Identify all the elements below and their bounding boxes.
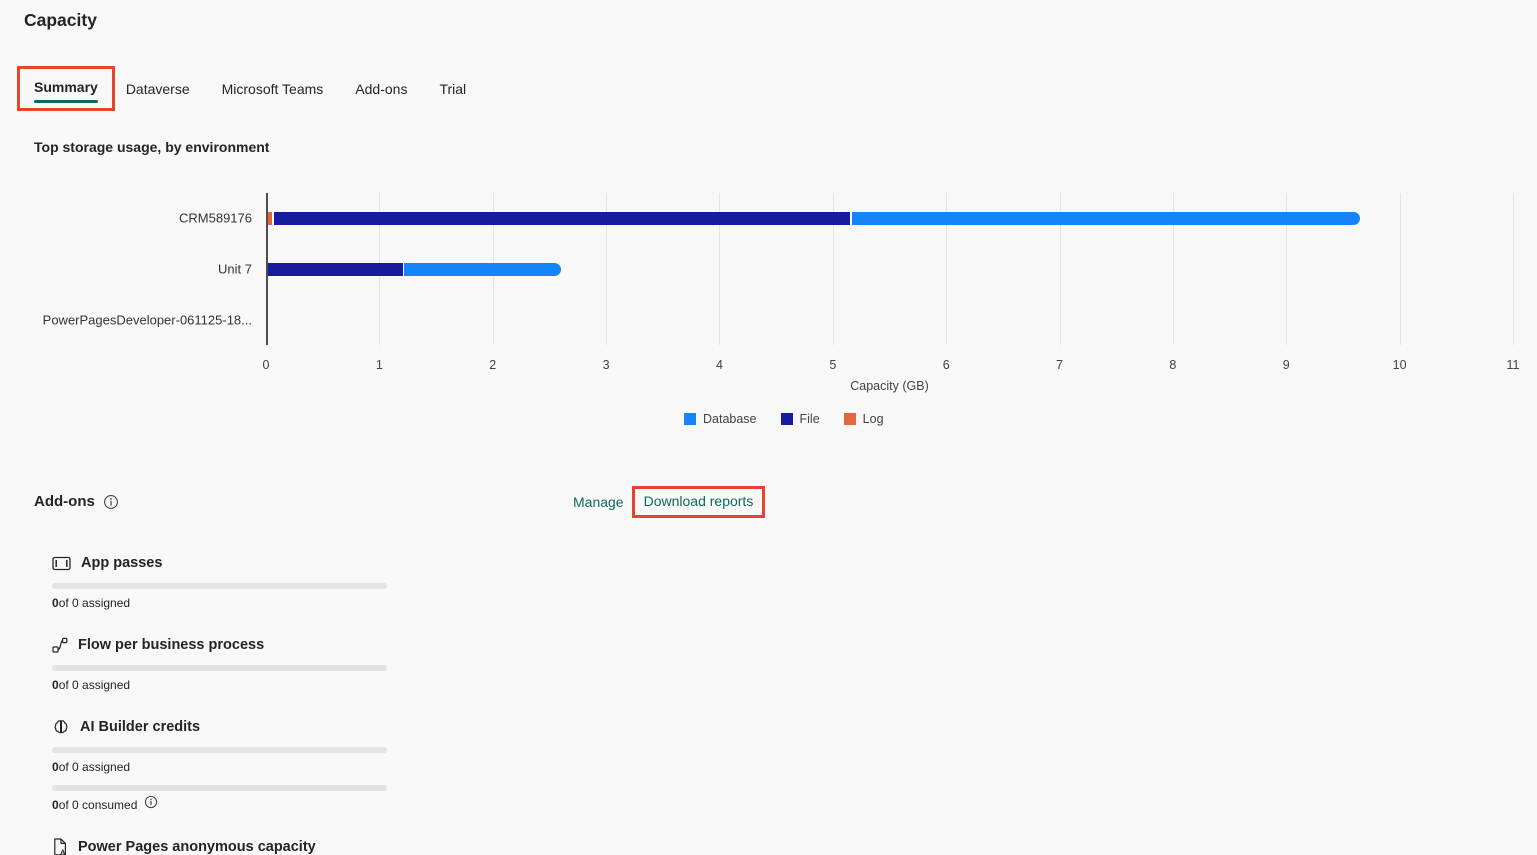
bar-segment-log[interactable] xyxy=(268,211,273,225)
power-pages-icon: A xyxy=(52,837,68,855)
x-axis-tick-label: 9 xyxy=(1282,358,1290,372)
bar-unit-7 xyxy=(268,262,562,276)
x-axis-tick-label: 7 xyxy=(1056,358,1063,372)
meter-value: 0 xyxy=(52,678,59,692)
addons-heading-label: Add-ons xyxy=(34,493,95,510)
meter-caption: 0 of 0 assigned xyxy=(52,596,392,610)
meter-caption-text: of 0 consumed xyxy=(58,798,138,812)
meter-value: 0 xyxy=(52,760,59,774)
gridline xyxy=(1513,193,1514,345)
addon-label-row: A Power Pages anonymous capacity xyxy=(52,837,392,855)
tab-dataverse[interactable]: Dataverse xyxy=(125,80,190,97)
addon-label: App passes xyxy=(81,555,163,571)
legend-label: File xyxy=(799,412,820,426)
x-axis-tick-label: 2 xyxy=(489,358,497,372)
manage-link[interactable]: Manage xyxy=(573,494,624,510)
capacity-meter xyxy=(52,747,387,753)
addon-item-ai-builder-credits: AI Builder credits 0 of 0 assigned 0 of 0 … xyxy=(52,718,392,812)
addon-item-power-pages-anonymous-capacity: A Power Pages anonymous capacity xyxy=(52,837,392,855)
addon-label: Flow per business process xyxy=(78,637,265,653)
category-label-unit-7: Unit 7 xyxy=(218,261,252,277)
addon-label: Power Pages anonymous capacity xyxy=(78,839,316,855)
bar-segment-file[interactable] xyxy=(273,211,851,225)
tab-add-ons[interactable]: Add-ons xyxy=(355,80,408,97)
svg-text:A: A xyxy=(60,849,65,855)
gridline xyxy=(606,193,608,345)
ai-builder-icon xyxy=(52,719,70,735)
tab-bar: Summary Dataverse Microsoft Teams Add-ons Tr… xyxy=(17,66,466,111)
gridline xyxy=(1172,193,1174,345)
addon-items: App passes 0 of 0 assigned Flow per busine… xyxy=(52,554,392,855)
chart-x-axis: 0 1 2 3 4 5 6 7 8 9 10 11 xyxy=(0,358,1537,374)
x-axis-tick-label: 10 xyxy=(1392,358,1407,372)
legend-item-file[interactable]: File xyxy=(780,412,820,426)
tab-summary[interactable]: Summary xyxy=(34,79,98,103)
gridline xyxy=(719,193,721,345)
meter-caption-text: of 0 assigned xyxy=(58,678,131,692)
info-icon[interactable] xyxy=(103,494,119,510)
addon-label-row: App passes xyxy=(52,554,392,572)
info-icon[interactable] xyxy=(144,795,158,809)
meter-value: 0 xyxy=(52,798,59,812)
bar-segment-database[interactable] xyxy=(851,211,1361,225)
bar-segment-database[interactable] xyxy=(404,262,562,276)
capacity-meter xyxy=(52,583,387,589)
x-axis-tick-label: 11 xyxy=(1506,358,1520,372)
meter-caption: 0 of 0 assigned xyxy=(52,678,392,692)
addon-item-flow-per-business-process: Flow per business process 0 of 0 assigned xyxy=(52,636,392,692)
annotation-box-summary-tab: Summary xyxy=(17,66,115,111)
category-label-crm589176: CRM589176 xyxy=(179,210,252,226)
tab-microsoft-teams[interactable]: Microsoft Teams xyxy=(221,80,324,97)
addon-label-row: AI Builder credits xyxy=(52,718,392,736)
page-title: Capacity xyxy=(24,10,97,30)
gridline xyxy=(832,193,834,345)
addons-links: Manage Download reports xyxy=(573,485,766,519)
meter-caption-text: of 0 assigned xyxy=(58,760,131,774)
gridline xyxy=(1399,193,1401,345)
chart-x-axis-label: Capacity (GB) xyxy=(850,379,929,393)
legend-swatch-log xyxy=(843,413,856,425)
legend-swatch-database xyxy=(684,413,696,425)
meter-caption: 0 of 0 consumed xyxy=(52,795,392,812)
chart-plot-area xyxy=(266,193,1514,345)
chart-legend: Database File Log xyxy=(684,412,884,426)
category-label-powerpagesdeveloper-061125-18: PowerPagesDeveloper-061125-18... xyxy=(42,312,252,328)
gridline xyxy=(1286,193,1288,345)
flow-icon xyxy=(52,637,68,653)
gridline xyxy=(1059,193,1061,345)
capacity-meter xyxy=(52,665,387,671)
addon-label: AI Builder credits xyxy=(80,719,201,735)
addon-label-row: Flow per business process xyxy=(52,636,392,654)
legend-swatch-file xyxy=(780,413,793,425)
meter-caption: 0 of 0 assigned xyxy=(52,760,392,774)
addon-item-app-passes: App passes 0 of 0 assigned xyxy=(52,554,392,610)
meter-value: 0 xyxy=(52,596,59,610)
legend-item-log[interactable]: Log xyxy=(843,412,884,426)
bar-crm589176 xyxy=(268,211,1361,225)
x-axis-tick-label: 6 xyxy=(942,358,950,372)
chart-title: Top storage usage, by environment xyxy=(34,139,270,155)
download-reports-link[interactable]: Download reports xyxy=(643,493,754,509)
chart-category-labels: CRM589176 Unit 7 PowerPagesDeveloper-06112… xyxy=(0,193,252,345)
legend-label: Log xyxy=(862,412,884,426)
addons-heading: Add-ons xyxy=(34,493,119,510)
legend-label: Database xyxy=(703,412,757,426)
tab-trial[interactable]: Trial xyxy=(439,80,467,97)
annotation-box-download-reports: Download reports xyxy=(631,486,766,518)
gridline xyxy=(266,193,268,345)
x-axis-tick-label: 8 xyxy=(1169,358,1177,372)
x-axis-tick-label: 3 xyxy=(602,358,610,372)
x-axis-tick-label: 5 xyxy=(829,358,837,372)
meter-caption-text: of 0 assigned xyxy=(58,596,131,610)
x-axis-tick-label: 4 xyxy=(715,358,723,372)
bar-segment-file[interactable] xyxy=(268,262,403,276)
capacity-meter xyxy=(52,785,387,791)
legend-item-database[interactable]: Database xyxy=(684,412,757,426)
gridline xyxy=(946,193,948,345)
x-axis-tick-label: 0 xyxy=(262,358,270,372)
app-passes-icon xyxy=(52,556,71,571)
x-axis-tick-label: 1 xyxy=(375,358,383,372)
